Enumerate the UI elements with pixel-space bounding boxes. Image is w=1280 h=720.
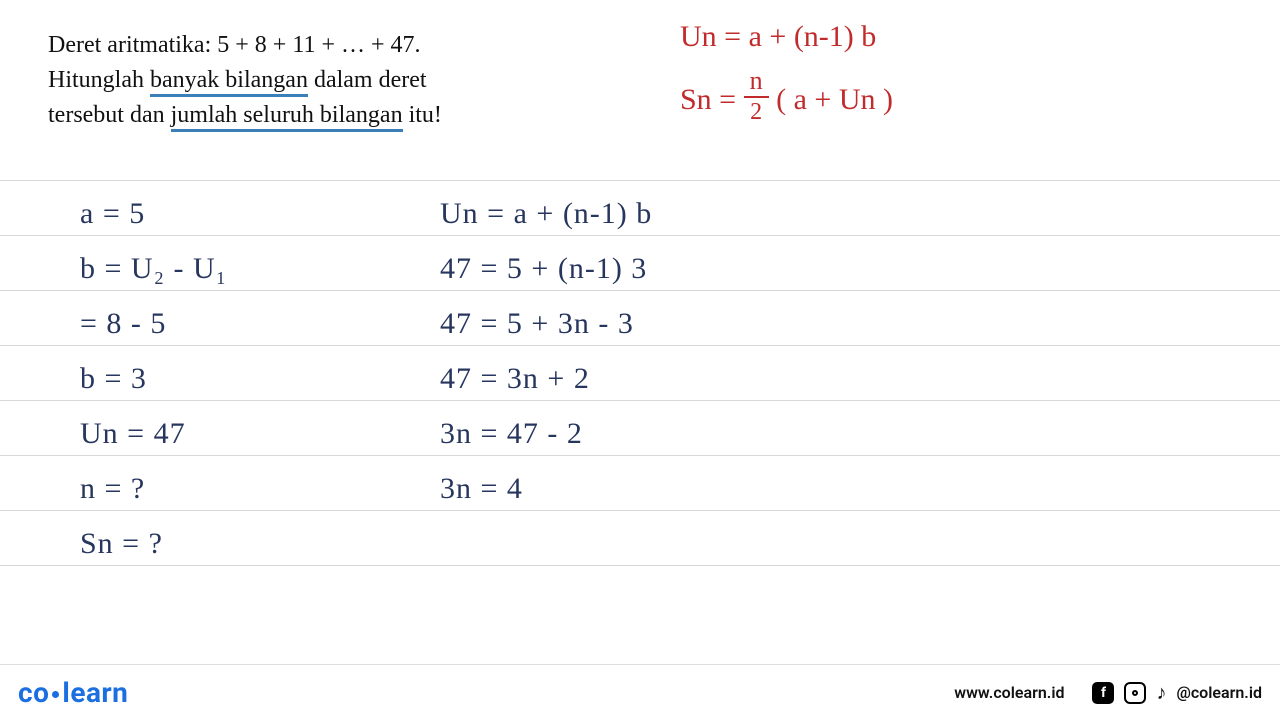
brand-left: co (18, 676, 49, 709)
numerator: n (744, 68, 769, 98)
line: 3n = 47 - 2 (440, 406, 960, 461)
footer: colearn www.colearn.id f ♪ @colearn.id (0, 664, 1280, 720)
formula-un: Un = a + (n-1) b (680, 18, 893, 56)
brand-right: learn (62, 676, 128, 709)
text: itu! (403, 102, 442, 128)
line: a = 5 (80, 186, 340, 241)
formula-sn: Sn = n 2 ( a + Un ) (680, 68, 893, 124)
stage: Deret aritmatika: 5 + 8 + 11 + … + 47. H… (0, 0, 1280, 720)
line: 47 = 3n + 2 (440, 351, 960, 406)
work-column-solve: Un = a + (n-1) b 47 = 5 + (n-1) 3 47 = 5… (440, 186, 960, 516)
problem-line-1: Deret aritmatika: 5 + 8 + 11 + … + 47. (48, 28, 568, 63)
footer-handle: @colearn.id (1176, 683, 1262, 702)
problem-statement: Deret aritmatika: 5 + 8 + 11 + … + 47. H… (48, 28, 568, 132)
text: Sn = (680, 83, 744, 116)
underlined: jumlah seluruh bilangan (171, 102, 403, 132)
series: 5 + 8 + 11 + … + 47. (217, 32, 420, 58)
work-column-given: a = 5 b = U₂ - U₁ = 8 - 5 b = 3 Un = 47 … (80, 186, 340, 571)
text: tersebut dan (48, 102, 171, 128)
brand-dot-icon (52, 691, 59, 698)
formula-box: Un = a + (n-1) b Sn = n 2 ( a + Un ) (680, 18, 893, 124)
line: 3n = 4 (440, 461, 960, 516)
line: b = 3 (80, 351, 340, 406)
line: Sn = ? (80, 516, 340, 571)
line: 47 = 5 + 3n - 3 (440, 296, 960, 351)
problem-line-2: Hitunglah banyak bilangan dalam deret (48, 63, 568, 98)
text: ( a + Un ) (776, 83, 893, 116)
line: = 8 - 5 (80, 296, 340, 351)
brand-logo: colearn (18, 676, 128, 709)
footer-right: www.colearn.id f ♪ @colearn.id (954, 680, 1262, 705)
text: dalam deret (308, 67, 427, 93)
facebook-icon: f (1092, 682, 1114, 704)
footer-url: www.colearn.id (954, 683, 1064, 702)
line: Un = 47 (80, 406, 340, 461)
text: Deret aritmatika: (48, 32, 217, 58)
tiktok-icon: ♪ (1156, 680, 1166, 705)
line: Un = a + (n-1) b (440, 186, 960, 241)
denominator: 2 (744, 98, 769, 124)
problem-line-3: tersebut dan jumlah seluruh bilangan itu… (48, 98, 568, 133)
instagram-icon (1124, 682, 1146, 704)
fraction: n 2 (744, 68, 769, 124)
line: b = U₂ - U₁ (80, 241, 340, 296)
text: Hitunglah (48, 67, 150, 93)
line: 47 = 5 + (n-1) 3 (440, 241, 960, 296)
line: n = ? (80, 461, 340, 516)
underlined: banyak bilangan (150, 67, 308, 97)
